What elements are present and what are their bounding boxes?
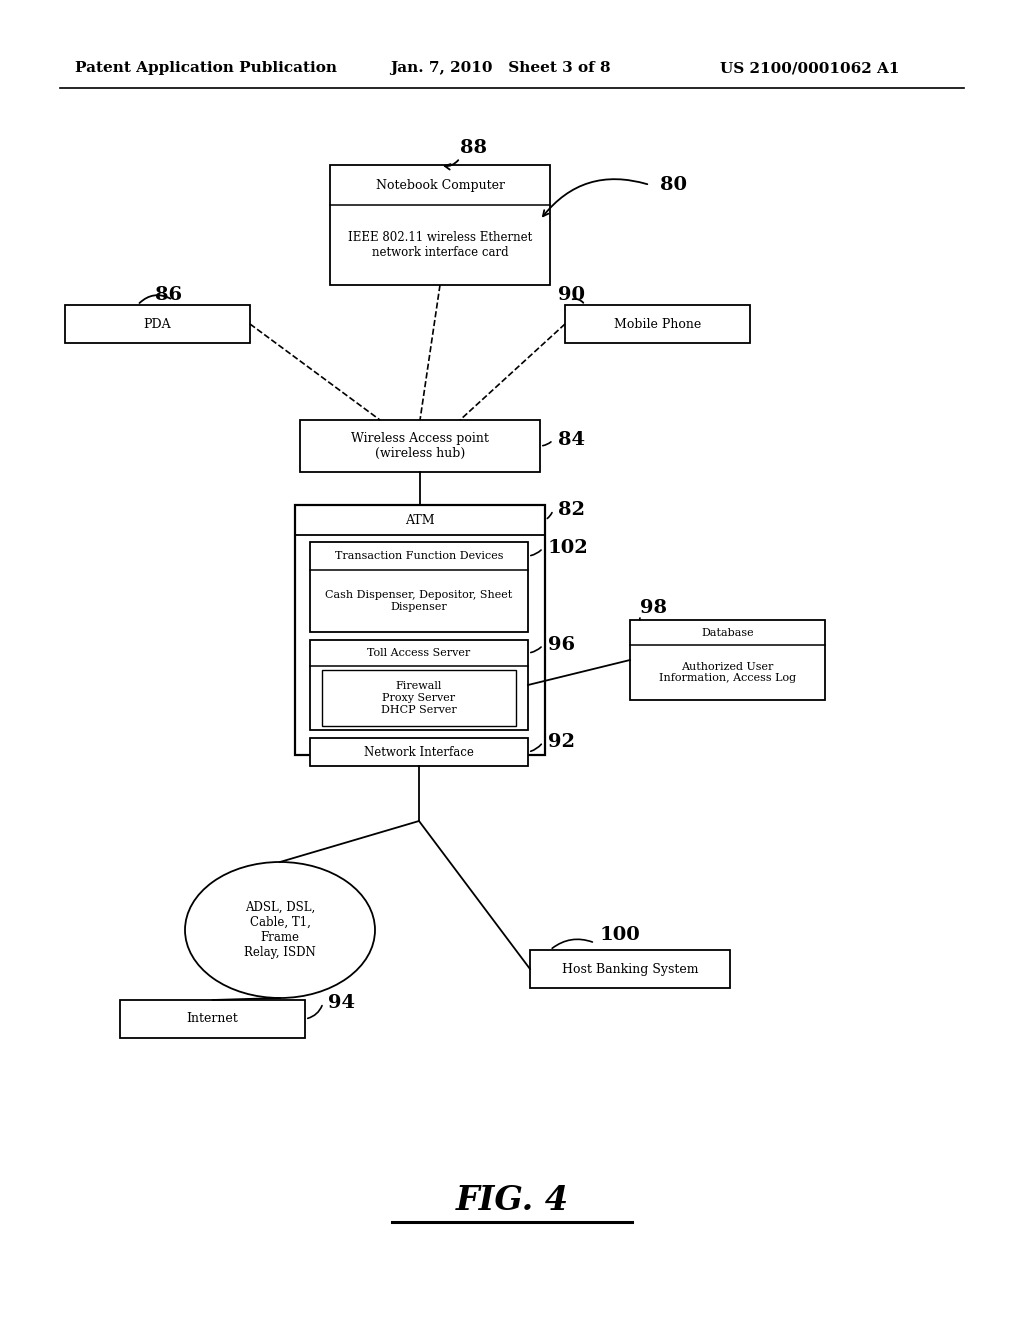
Text: ADSL, DSL,
Cable, T1,
Frame
Relay, ISDN: ADSL, DSL, Cable, T1, Frame Relay, ISDN (244, 902, 315, 960)
Text: 100: 100 (600, 927, 641, 944)
Text: Transaction Function Devices: Transaction Function Devices (335, 550, 503, 561)
Bar (330, 165, 550, 285)
Ellipse shape (185, 862, 375, 998)
Text: 90: 90 (558, 286, 585, 304)
Text: FIG. 4: FIG. 4 (456, 1184, 568, 1217)
Text: Toll Access Server: Toll Access Server (368, 648, 471, 657)
Text: 98: 98 (640, 599, 667, 616)
Text: 94: 94 (328, 994, 355, 1012)
Text: Notebook Computer: Notebook Computer (376, 178, 505, 191)
Text: 102: 102 (548, 539, 589, 557)
Bar (300, 420, 540, 473)
Text: Authorized User
Information, Access Log: Authorized User Information, Access Log (658, 661, 796, 684)
Text: US 2100/0001062 A1: US 2100/0001062 A1 (720, 61, 899, 75)
Bar (120, 1001, 305, 1038)
Text: Cash Dispenser, Depositor, Sheet
Dispenser: Cash Dispenser, Depositor, Sheet Dispens… (326, 590, 513, 611)
Bar (322, 671, 516, 726)
Bar (630, 620, 825, 700)
Text: ATM: ATM (406, 513, 435, 527)
Text: 88: 88 (460, 139, 487, 157)
Bar (530, 950, 730, 987)
Bar (310, 738, 528, 766)
Text: 82: 82 (558, 502, 585, 519)
Bar (65, 305, 250, 343)
Text: Network Interface: Network Interface (365, 746, 474, 759)
Text: 80: 80 (660, 176, 687, 194)
Text: 92: 92 (548, 733, 575, 751)
Bar (295, 506, 545, 755)
Text: 84: 84 (558, 432, 585, 449)
Text: Wireless Access point
(wireless hub): Wireless Access point (wireless hub) (351, 432, 488, 459)
Text: Patent Application Publication: Patent Application Publication (75, 61, 337, 75)
Bar (310, 543, 528, 632)
Text: PDA: PDA (143, 318, 171, 330)
Text: Host Banking System: Host Banking System (562, 962, 698, 975)
Text: 86: 86 (155, 286, 182, 304)
Text: IEEE 802.11 wireless Ethernet
network interface card: IEEE 802.11 wireless Ethernet network in… (348, 231, 532, 259)
Text: Jan. 7, 2010   Sheet 3 of 8: Jan. 7, 2010 Sheet 3 of 8 (390, 61, 610, 75)
Text: Mobile Phone: Mobile Phone (613, 318, 701, 330)
Bar (310, 640, 528, 730)
Text: 96: 96 (548, 636, 575, 653)
Text: Database: Database (701, 627, 754, 638)
Bar (565, 305, 750, 343)
Text: Internet: Internet (186, 1012, 239, 1026)
Text: Firewall
Proxy Server
DHCP Server: Firewall Proxy Server DHCP Server (381, 681, 457, 714)
